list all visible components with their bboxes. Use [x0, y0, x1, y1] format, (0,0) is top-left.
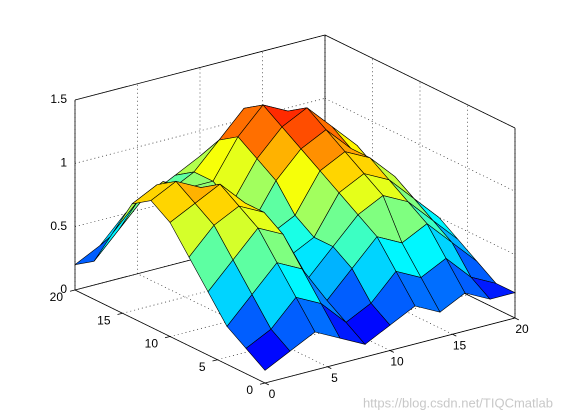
x-tick-label: 0	[269, 387, 276, 401]
x-tick-label: 15	[453, 338, 467, 352]
y-tick-mark	[164, 336, 171, 339]
x-tick-label: 10	[390, 355, 404, 369]
x-tick-mark	[389, 350, 394, 353]
axis-box	[74, 34, 326, 101]
watermark: https://blog.csdn.net/TIQCmatlab	[363, 395, 553, 410]
x-tick-label: 5	[331, 371, 338, 385]
surface-layer	[74, 104, 516, 371]
x-tick-mark	[264, 382, 269, 386]
grid-line	[324, 161, 516, 255]
z-tick-label: 1.5	[50, 92, 67, 106]
x-tick-mark	[514, 317, 519, 321]
y-tick-label: 5	[199, 360, 206, 374]
y-tick-label: 10	[145, 337, 159, 351]
grid-line	[324, 34, 516, 129]
grid-line	[324, 224, 516, 319]
y-tick-mark	[259, 382, 266, 385]
y-tick-mark	[212, 359, 218, 362]
grid-line	[74, 289, 266, 384]
z-tick-label: 0.5	[50, 219, 67, 233]
surface-patch	[245, 328, 291, 371]
y-tick-label: 20	[50, 290, 64, 304]
y-tick-label: 15	[97, 313, 111, 327]
z-tick-label: 1	[60, 156, 67, 170]
grid-line	[324, 98, 516, 192]
x-tick-label: 20	[515, 322, 529, 336]
grid-line	[137, 273, 328, 368]
x-tick-mark	[327, 366, 332, 369]
y-tick-mark	[69, 289, 76, 292]
y-tick-mark	[117, 312, 123, 315]
x-tick-mark	[452, 333, 457, 337]
z-tick-label: 0	[60, 282, 67, 296]
y-tick-label: 0	[246, 383, 253, 397]
